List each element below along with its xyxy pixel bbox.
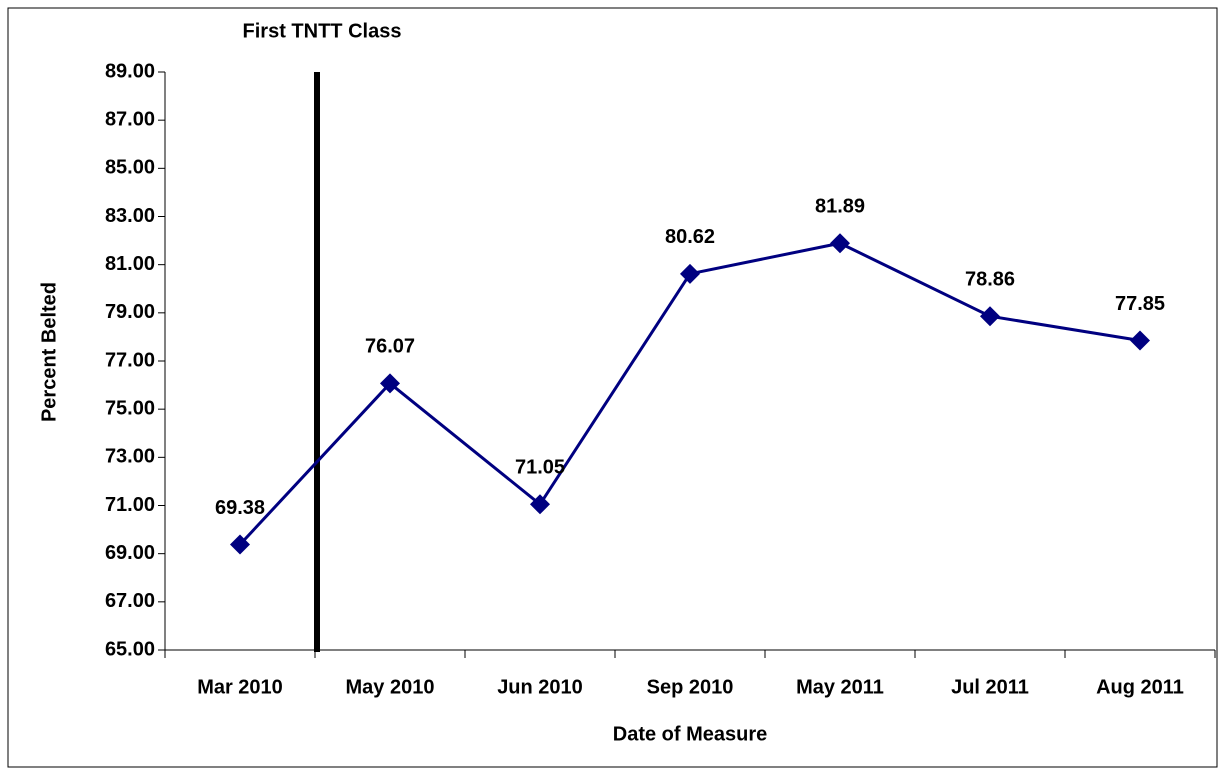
annotation-text: First TNTT Class [243, 20, 402, 42]
x-tick-label: Sep 2010 [647, 676, 734, 698]
y-tick-label: 81.00 [105, 253, 155, 275]
y-tick-label: 83.00 [105, 205, 155, 227]
x-tick-label: May 2010 [346, 676, 435, 698]
x-axis-label: Date of Measure [613, 723, 768, 745]
data-point [980, 306, 1000, 327]
y-tick-label: 75.00 [105, 397, 155, 419]
data-point [380, 373, 400, 394]
data-label: 80.62 [665, 226, 715, 248]
data-point [680, 263, 700, 284]
data-label: 81.89 [815, 196, 865, 218]
data-label: 71.05 [515, 457, 565, 479]
y-axis-label: Percent Belted [38, 282, 60, 422]
x-tick-label: Aug 2011 [1096, 676, 1184, 698]
y-tick-label: 69.00 [105, 542, 155, 564]
data-label: 69.38 [215, 497, 265, 519]
y-tick-label: 67.00 [105, 590, 155, 612]
y-tick-label: 77.00 [105, 349, 155, 371]
data-label: 78.86 [965, 268, 1015, 290]
y-tick-label: 85.00 [105, 157, 155, 179]
data-label: 76.07 [365, 336, 415, 358]
y-tick-label: 87.00 [105, 108, 155, 130]
data-point [530, 494, 550, 515]
x-tick-label: Jul 2011 [951, 676, 1029, 698]
chart-frame [7, 7, 1218, 768]
y-tick-label: 79.00 [105, 301, 155, 323]
x-tick-label: Jun 2010 [497, 676, 583, 698]
data-point [230, 534, 250, 555]
y-tick-label: 89.00 [105, 60, 155, 82]
data-label: 77.85 [1115, 293, 1165, 315]
x-tick-label: May 2011 [796, 676, 884, 698]
data-point [830, 233, 850, 254]
y-tick-label: 65.00 [105, 638, 155, 660]
y-tick-label: 71.00 [105, 494, 155, 516]
data-point [1130, 330, 1150, 351]
y-tick-label: 73.00 [105, 446, 155, 468]
x-tick-label: Mar 2010 [197, 676, 283, 698]
